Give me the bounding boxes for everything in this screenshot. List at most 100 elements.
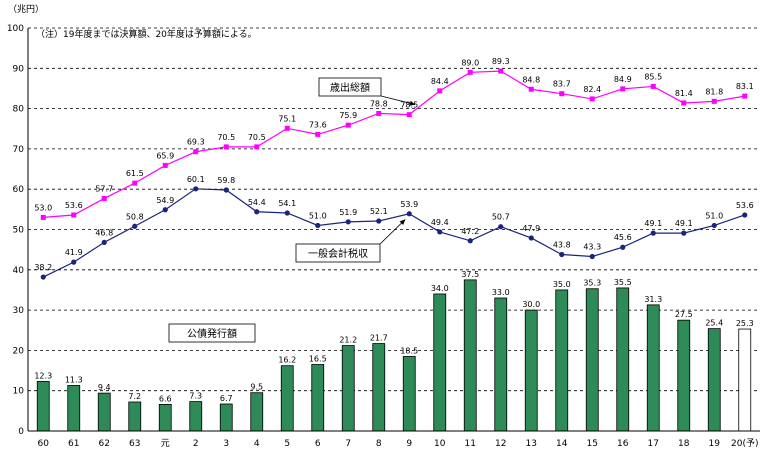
point-value-label: 81.8 (705, 87, 723, 96)
bar (707, 328, 721, 432)
bar-value-label: 7.2 (128, 392, 141, 401)
point-value-label: 70.5 (217, 133, 235, 142)
callout-arrowhead (399, 219, 406, 226)
point-value-label: 81.4 (675, 89, 693, 98)
point (467, 69, 473, 75)
point-value-label: 53.9 (400, 200, 418, 209)
chart-note: （注）19年度までは決算額、20年度は予算額による。 (36, 28, 257, 40)
bar (433, 293, 447, 432)
x-tick-label: 14 (556, 439, 568, 449)
point (406, 211, 412, 217)
point (162, 162, 168, 168)
bar (555, 289, 569, 432)
bar (341, 345, 355, 432)
bar (738, 328, 752, 432)
point (254, 209, 260, 215)
bar (36, 381, 50, 432)
point (589, 253, 595, 260)
x-tick-label: 9 (406, 439, 412, 449)
point-value-label: 54.9 (156, 196, 174, 205)
point (193, 149, 199, 155)
x-tick-label: 62 (99, 439, 110, 449)
x-tick-label: 3 (223, 439, 229, 449)
point-value-label: 47.2 (461, 227, 479, 236)
point-value-label: 47.9 (522, 224, 540, 233)
callout-box (168, 323, 256, 343)
point-value-label: 54.1 (278, 199, 296, 208)
point (345, 219, 351, 225)
bar-value-label: 35.5 (614, 278, 632, 287)
series-name-label: 歳出総額 (330, 81, 370, 94)
bar (280, 365, 294, 432)
point-value-label: 41.9 (65, 248, 83, 257)
x-tick-label: 61 (68, 439, 79, 449)
callout-box (295, 243, 381, 263)
point-value-label: 83.7 (553, 80, 571, 89)
point (650, 83, 656, 89)
point-value-label: 60.1 (187, 175, 205, 184)
x-tick-label: 60 (38, 439, 50, 449)
point (315, 131, 321, 137)
point (437, 88, 443, 94)
bar-value-label: 9.5 (250, 383, 263, 392)
point (40, 214, 46, 220)
bar (494, 297, 508, 432)
point-value-label: 70.5 (248, 133, 266, 142)
y-tick-label: 40 (13, 266, 25, 276)
point-value-label: 78.8 (370, 99, 388, 108)
x-tick-label: 2 (193, 439, 199, 449)
bar-value-label: 21.7 (370, 334, 388, 343)
point (559, 91, 565, 97)
point (345, 122, 351, 128)
grid-lines (28, 27, 760, 392)
point (284, 125, 290, 131)
bar (219, 403, 233, 432)
point (498, 224, 504, 230)
bar-labels: 12.3 11.3 9.4 7.2 6.6 7.3 6.7 9.5 16.2 16.5 21.2 21… (34, 270, 753, 404)
y-axis-unit: （兆円） (8, 4, 44, 15)
point-value-label: 75.1 (278, 114, 296, 123)
point-value-label: 53.6 (736, 201, 754, 210)
bar-value-label: 7.3 (189, 392, 202, 401)
point-value-label: 84.8 (522, 75, 540, 84)
point (711, 222, 717, 229)
y-tick-label: 0 (18, 427, 24, 437)
x-tick-label: 5 (284, 439, 290, 449)
point-value-label: 51.9 (339, 208, 357, 217)
x-tick-label: 16 (617, 439, 629, 449)
point (223, 187, 229, 193)
point-value-label: 61.5 (126, 169, 144, 178)
x-tick-label: 11 (465, 439, 476, 449)
point (101, 195, 107, 201)
bar (372, 343, 386, 432)
point (650, 230, 656, 236)
point-value-label: 65.9 (156, 151, 174, 160)
point (376, 110, 382, 116)
point (132, 180, 138, 186)
point (528, 86, 534, 92)
point-value-label: 46.8 (95, 228, 113, 237)
series-name-label: 一般会計税収 (308, 247, 368, 260)
point-value-label: 38.2 (34, 263, 52, 272)
bar (524, 309, 538, 432)
x-tick-label: 15 (587, 439, 598, 449)
x-tick-label: 7 (345, 439, 351, 449)
x-tick-label: 13 (526, 439, 537, 449)
bar (128, 401, 142, 432)
bar (250, 392, 264, 432)
point-value-label: 75.9 (339, 111, 357, 120)
point (40, 274, 46, 280)
point-value-label: 83.1 (736, 82, 754, 91)
point-value-label: 50.8 (126, 212, 144, 221)
point (284, 210, 290, 216)
point (376, 218, 382, 224)
callout-box (318, 77, 382, 97)
bar-value-label: 37.5 (461, 270, 479, 279)
bar-value-label: 25.4 (705, 319, 723, 328)
point (589, 96, 595, 102)
point (223, 144, 229, 150)
y-tick-label: 100 (7, 24, 24, 34)
x-tick-label: 4 (254, 439, 260, 449)
